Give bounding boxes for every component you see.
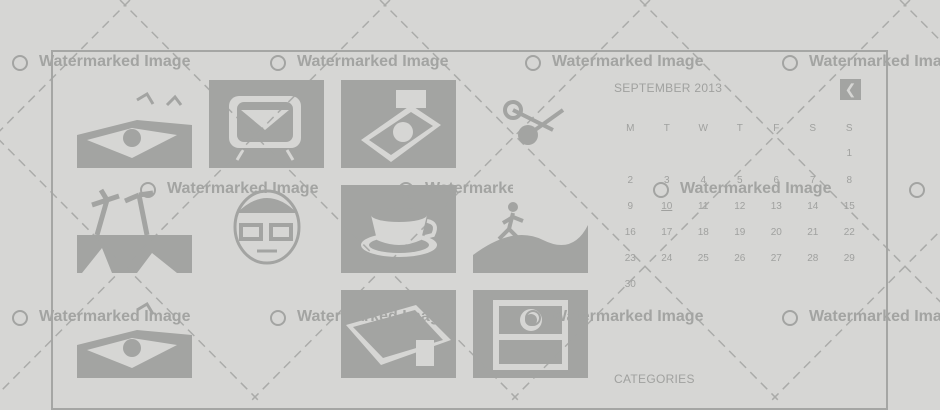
calendar-month-title: SEPTEMBER 2013	[614, 81, 723, 95]
weekday-label: S	[809, 123, 817, 134]
calendar-day[interactable]: 11	[698, 201, 709, 212]
calendar-day[interactable]: 7	[809, 175, 816, 186]
calendar-day[interactable]: 8	[846, 175, 853, 186]
calendar-day	[795, 148, 832, 160]
calendar-day[interactable]: 17	[661, 227, 673, 238]
calendar-day	[612, 148, 649, 160]
calendar-weekday-header: M T W T F S S	[612, 123, 868, 135]
calendar-day[interactable]: 27	[770, 253, 782, 264]
calendar-day[interactable]: 1	[846, 148, 853, 159]
categories-title: CATEGORIES	[614, 372, 695, 386]
watermark-icon	[12, 310, 28, 326]
calendar-day[interactable]: 18	[697, 227, 709, 238]
weekday-label: F	[773, 123, 780, 134]
calendar-day	[758, 279, 795, 291]
calendar-week-row: 23 24 25 26 27 28 29	[612, 253, 868, 265]
calendar-day[interactable]: 9	[627, 201, 634, 212]
calendar-week-row: 2 3 4 5 6 7 8	[612, 175, 868, 187]
calendar-week-row: 16 17 18 19 20 21 22	[612, 227, 868, 239]
weekday-label: T	[736, 123, 743, 134]
calendar-day[interactable]: 14	[807, 201, 819, 212]
weekday-label: W	[698, 123, 708, 134]
calendar-day[interactable]: 22	[843, 227, 855, 238]
calendar-day	[649, 148, 686, 160]
calendar-week-row: 30	[612, 279, 868, 291]
calendar-day[interactable]: 10	[661, 201, 673, 212]
calendar-day[interactable]: 24	[661, 253, 673, 264]
watermark-icon	[12, 55, 28, 71]
calendar-day[interactable]: 29	[843, 253, 855, 264]
watermark-icon	[909, 182, 925, 198]
calendar-day[interactable]: 30	[624, 279, 636, 290]
calendar-day[interactable]: 23	[624, 253, 636, 264]
calendar-day[interactable]: 16	[624, 227, 636, 238]
calendar-day[interactable]: 25	[697, 253, 709, 264]
calendar-day	[758, 148, 795, 160]
calendar-day[interactable]: 12	[734, 201, 746, 212]
calendar-day[interactable]: 21	[807, 227, 819, 238]
calendar-day	[685, 279, 722, 291]
weekday-label: S	[845, 123, 853, 134]
calendar-day	[722, 148, 759, 160]
calendar-day[interactable]: 19	[734, 227, 746, 238]
calendar-day[interactable]: 13	[770, 201, 782, 212]
calendar-day[interactable]: 2	[627, 175, 634, 186]
weekday-label: M	[626, 123, 635, 134]
calendar-day[interactable]: 4	[700, 175, 707, 186]
calendar-day[interactable]: 5	[736, 175, 743, 186]
calendar-day	[685, 148, 722, 160]
calendar-day	[831, 279, 868, 291]
calendar-day[interactable]: 20	[770, 227, 782, 238]
calendar-prev-month-button[interactable]: ❮	[840, 79, 861, 100]
calendar-day[interactable]: 26	[734, 253, 746, 264]
chevron-left-icon: ❮	[844, 81, 857, 97]
calendar-day	[795, 279, 832, 291]
calendar-day	[722, 279, 759, 291]
calendar-day[interactable]: 15	[843, 201, 855, 212]
calendar-day[interactable]: 28	[807, 253, 819, 264]
calendar-day[interactable]: 6	[773, 175, 780, 186]
calendar-day[interactable]: 3	[663, 175, 670, 186]
calendar-week-row: 9 10 11 12 13 14 15	[612, 201, 868, 213]
calendar-day	[649, 279, 686, 291]
weekday-label: T	[663, 123, 670, 134]
calendar-week-row: 1	[612, 148, 868, 160]
